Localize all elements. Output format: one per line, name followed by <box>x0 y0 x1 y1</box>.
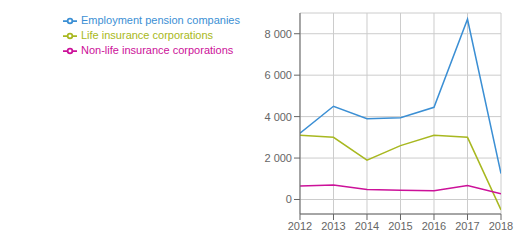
svg-text:2012: 2012 <box>288 220 312 232</box>
svg-text:0: 0 <box>286 193 292 205</box>
svg-text:2013: 2013 <box>321 220 345 232</box>
html-text:Life insurance corporations: Life insurance corporations <box>81 29 214 42</box>
svg-text:2018: 2018 <box>489 220 513 232</box>
svg-text:8 000: 8 000 <box>264 28 292 40</box>
svg-text:2015: 2015 <box>388 220 412 232</box>
html-text:Non-life insurance corporation: Non-life insurance corporations <box>81 44 234 57</box>
svg-text:4 000: 4 000 <box>264 111 292 123</box>
svg-text:2017: 2017 <box>455 220 479 232</box>
svg-text:2016: 2016 <box>422 220 446 232</box>
svg-text:2014: 2014 <box>355 220 379 232</box>
html-text:Employment pension companies: Employment pension companies <box>81 14 240 26</box>
svg-text:2 000: 2 000 <box>264 152 292 164</box>
svg-text:6 000: 6 000 <box>264 69 292 81</box>
